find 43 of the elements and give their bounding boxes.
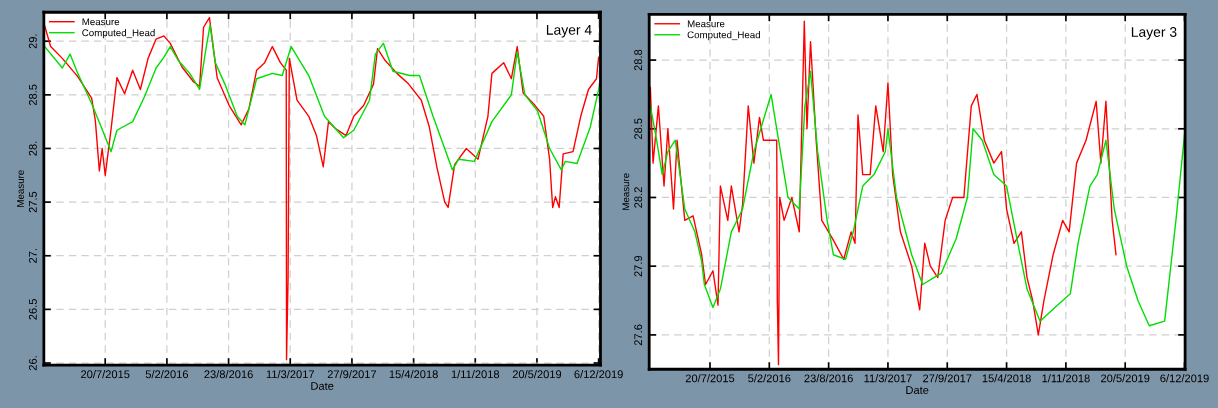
x-tick-label: 20/7/2015 bbox=[685, 374, 735, 383]
legend-label: Measure bbox=[82, 18, 120, 26]
x-axis-title: Date bbox=[906, 386, 929, 395]
x-tick-label: 5/2/2016 bbox=[145, 370, 189, 379]
y-tick-label: 27.6 bbox=[634, 324, 643, 346]
x-tick-label: 20/7/2015 bbox=[81, 370, 130, 379]
x-tick-label: 6/12/2019 bbox=[1160, 374, 1209, 383]
y-tick-label: 27. bbox=[28, 249, 37, 263]
x-tick-label: 11/3/2017 bbox=[266, 370, 314, 379]
y-tick-label: 28.5 bbox=[28, 84, 37, 106]
y-axis-title: Measure bbox=[17, 170, 24, 207]
y-tick-label: 29. bbox=[28, 34, 37, 49]
line-series bbox=[44, 24, 601, 171]
y-axis-title: Measure bbox=[622, 173, 630, 210]
x-axis-title: Date bbox=[311, 382, 334, 390]
y-tick-label: 27.9 bbox=[634, 255, 643, 277]
x-tick-label: 27/9/2017 bbox=[327, 370, 377, 379]
x-tick-label: 15/4/2018 bbox=[389, 370, 438, 379]
x-tick-label: 15/4/2018 bbox=[982, 374, 1031, 383]
legend-label: Computed_Head bbox=[82, 29, 155, 39]
x-tick-label: 20/5/2019 bbox=[1101, 374, 1150, 383]
x-tick-label: 1/11/2018 bbox=[451, 370, 500, 379]
x-tick-label: 23/8/2016 bbox=[204, 370, 253, 379]
y-tick-label: 28.8 bbox=[634, 49, 643, 71]
annotation: Layer 3 bbox=[1131, 27, 1177, 40]
annotation: Layer 4 bbox=[546, 25, 592, 38]
legend-label: Computed_Head bbox=[687, 31, 760, 41]
x-tick-label: 5/2/2016 bbox=[748, 374, 791, 383]
y-tick-label: 28.2 bbox=[634, 187, 643, 208]
y-tick-label: 26. bbox=[28, 356, 37, 371]
x-tick-label: 20/5/2019 bbox=[512, 370, 562, 379]
x-tick-label: 27/9/2017 bbox=[923, 374, 972, 383]
x-tick-label: 23/8/2016 bbox=[804, 374, 853, 383]
y-tick-label: 28.5 bbox=[634, 118, 643, 140]
x-tick-label: 6/12/2019 bbox=[574, 370, 623, 379]
y-tick-label: 28. bbox=[28, 141, 37, 156]
x-tick-label: 1/11/2018 bbox=[1042, 374, 1090, 383]
line-series bbox=[649, 20, 1117, 366]
legend-label: Measure bbox=[687, 20, 725, 28]
x-tick-label: 11/3/2017 bbox=[864, 374, 912, 383]
line-series bbox=[649, 70, 1186, 327]
y-tick-label: 27.5 bbox=[28, 191, 37, 213]
y-tick-label: 26.5 bbox=[28, 299, 37, 320]
